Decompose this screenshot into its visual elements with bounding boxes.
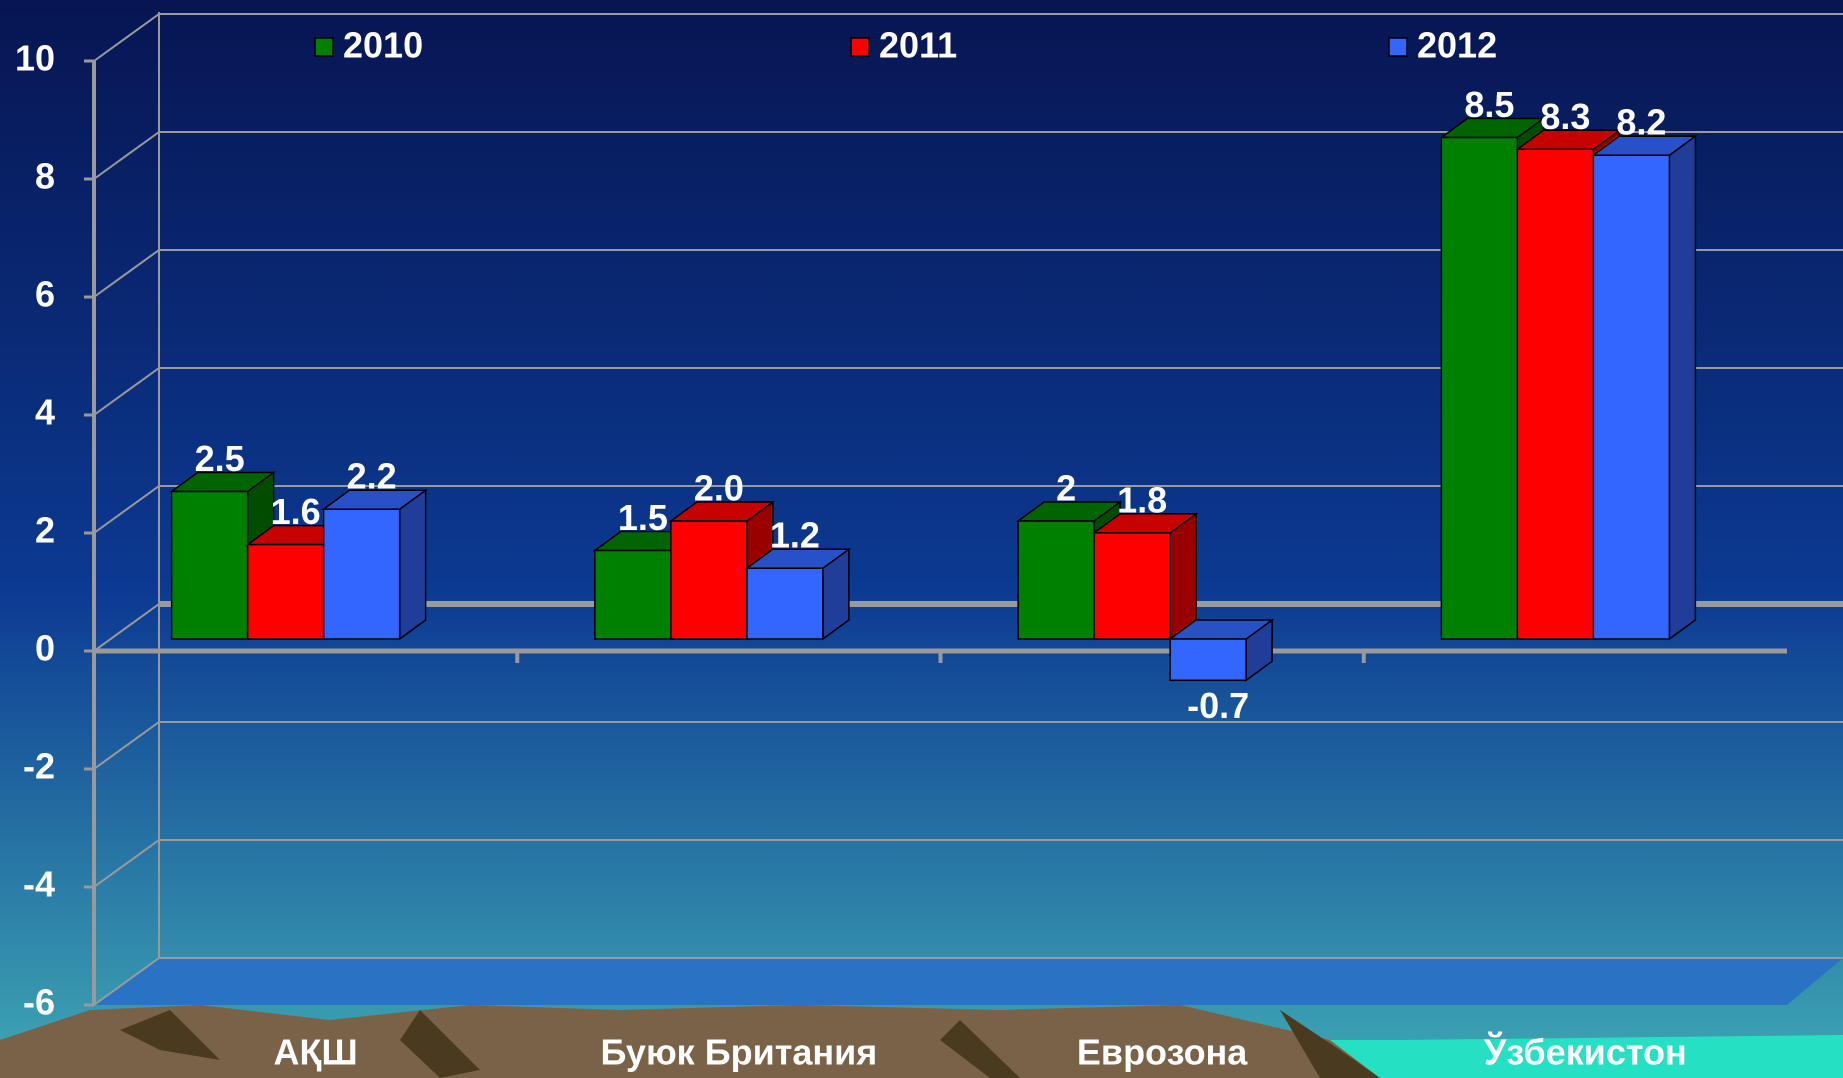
y-tick-label: 4 xyxy=(35,392,55,433)
x-tick-label: АҚШ xyxy=(274,1032,358,1073)
legend-label: 2012 xyxy=(1417,25,1497,66)
bar-side xyxy=(1169,512,1197,641)
grid-diagonal xyxy=(93,603,160,652)
value-label: 2.5 xyxy=(195,438,245,479)
value-label: 8.3 xyxy=(1540,96,1590,137)
y-tick-label: -2 xyxy=(23,746,55,787)
bar xyxy=(1516,148,1595,640)
bar xyxy=(1592,154,1671,640)
bar xyxy=(746,567,824,640)
legend-label: 2011 xyxy=(879,25,957,66)
bar-side xyxy=(1668,134,1697,641)
x-tick-label: Еврозона xyxy=(1077,1032,1248,1073)
y-tick-label: -4 xyxy=(23,864,55,905)
y-tick-label: -6 xyxy=(23,982,55,1023)
bar xyxy=(670,520,748,640)
value-label: 2.2 xyxy=(347,456,397,497)
mountains xyxy=(0,1005,1843,1078)
value-label: 2 xyxy=(1056,468,1076,509)
legend-swatch xyxy=(1388,37,1408,57)
y-tick-label: 10 xyxy=(15,38,55,79)
bar xyxy=(170,490,249,640)
x-tick-label: Буюк Британия xyxy=(601,1032,878,1073)
legend-swatch xyxy=(314,37,334,57)
bar xyxy=(1017,520,1095,640)
y-tick-label: 0 xyxy=(35,628,55,669)
y-tick-label: 6 xyxy=(35,274,55,315)
grid-diagonal xyxy=(93,485,160,534)
grid-diagonal xyxy=(93,367,160,416)
x-tick-label: Ўзбекистон xyxy=(1483,1031,1687,1073)
grid-diagonal xyxy=(93,721,160,770)
value-label: 1.5 xyxy=(618,497,668,538)
bar xyxy=(246,543,325,640)
legend-label: 2010 xyxy=(343,25,423,66)
value-label: -0.7 xyxy=(1187,685,1249,726)
value-label: 8.2 xyxy=(1616,102,1666,143)
grid-diagonal xyxy=(93,13,160,62)
bar-side xyxy=(398,488,427,641)
grid-diagonal xyxy=(93,957,160,1006)
bar xyxy=(1440,136,1519,640)
grid-diagonal xyxy=(93,131,160,180)
value-label: 8.5 xyxy=(1464,84,1514,125)
grid-diagonal xyxy=(93,249,160,298)
bar xyxy=(1093,532,1171,640)
bar xyxy=(594,549,672,640)
value-label: 1.8 xyxy=(1117,479,1167,520)
bar xyxy=(322,508,401,640)
floor xyxy=(94,958,1843,1005)
legend-swatch xyxy=(850,37,870,57)
grid-diagonal xyxy=(93,839,160,888)
y-tick-label: 8 xyxy=(35,156,55,197)
y-tick-label: 2 xyxy=(35,510,55,551)
value-label: 1.2 xyxy=(770,515,820,556)
value-label: 1.6 xyxy=(271,491,321,532)
bar xyxy=(1169,638,1247,682)
value-label: 2.0 xyxy=(694,468,744,509)
